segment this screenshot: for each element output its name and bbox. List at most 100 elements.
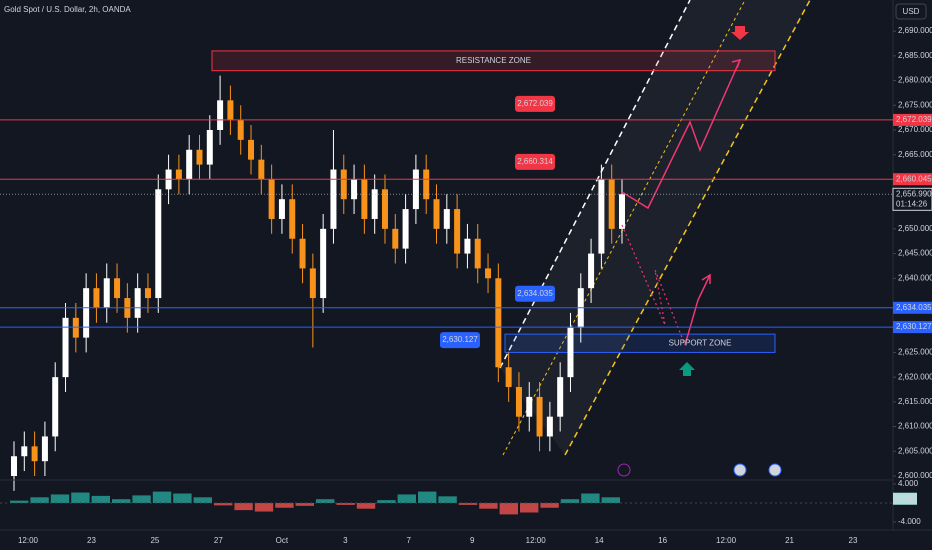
current-price-label: 2,656.990 bbox=[896, 189, 932, 198]
macd-bar bbox=[173, 493, 192, 503]
candle-body bbox=[278, 199, 285, 219]
level-label: 2,672.039 bbox=[896, 115, 932, 124]
x-tick-label: 12:00 bbox=[526, 536, 547, 545]
macd-bar bbox=[540, 503, 559, 508]
macd-bar bbox=[520, 503, 539, 513]
macd-bar bbox=[254, 503, 274, 512]
macd-bar bbox=[316, 499, 335, 503]
candle-body bbox=[464, 238, 471, 254]
macd-bar bbox=[10, 500, 29, 503]
price-marker-label: 2,630.127 bbox=[442, 335, 478, 344]
candle-body bbox=[392, 228, 399, 249]
y-tick-label: 2,690.000 bbox=[898, 26, 932, 35]
down-arrow bbox=[731, 26, 749, 40]
level-tag bbox=[893, 173, 932, 186]
y-tick-label: 2,645.000 bbox=[898, 249, 932, 258]
candle-body bbox=[536, 396, 543, 437]
candle-body bbox=[144, 288, 151, 299]
price-marker-label: 2,660.314 bbox=[517, 157, 553, 166]
macd-bar bbox=[397, 494, 416, 503]
zone bbox=[211, 50, 776, 72]
candle-body bbox=[227, 100, 234, 121]
y-tick-label: 2,685.000 bbox=[898, 51, 932, 60]
candle-body bbox=[546, 416, 553, 437]
arrow-head bbox=[701, 273, 711, 284]
x-tick-label: 3 bbox=[343, 536, 348, 545]
candle-body bbox=[83, 288, 90, 338]
x-tick-label: 12:00 bbox=[716, 536, 737, 545]
currency[interactable]: USD bbox=[903, 7, 920, 16]
x-tick-label: 9 bbox=[470, 536, 475, 545]
candle-body bbox=[62, 317, 69, 378]
candle-body bbox=[268, 179, 275, 219]
macd-bar bbox=[581, 493, 600, 503]
macd-bar bbox=[418, 491, 437, 503]
candle-body bbox=[474, 238, 481, 269]
candle-body bbox=[72, 317, 79, 338]
event-icon[interactable] bbox=[768, 463, 782, 477]
candle-body bbox=[361, 179, 368, 219]
x-tick-label: 27 bbox=[214, 536, 223, 545]
macd-last-label: 0.898 bbox=[896, 494, 917, 503]
candle-body bbox=[485, 268, 492, 279]
candle-body bbox=[309, 268, 316, 299]
y-tick-label: 2,650.000 bbox=[898, 224, 932, 233]
candle-body bbox=[381, 189, 388, 229]
macd-tick-label: 4.000 bbox=[898, 479, 919, 488]
y-tick-label: 2,625.000 bbox=[898, 348, 932, 357]
zone-label: RESISTANCE ZONE bbox=[456, 56, 531, 65]
candle-body bbox=[11, 456, 17, 476]
channel-line bbox=[564, 0, 811, 456]
macd-bar bbox=[152, 491, 172, 503]
candle-body bbox=[505, 367, 512, 388]
event-icon[interactable] bbox=[617, 463, 631, 477]
macd-bar bbox=[377, 500, 396, 503]
candle-body bbox=[41, 436, 48, 462]
level-tag bbox=[893, 113, 932, 126]
macd-bar bbox=[438, 496, 457, 503]
macd-bar bbox=[71, 492, 90, 503]
x-tick-label: 14 bbox=[595, 536, 604, 545]
macd-bar bbox=[295, 503, 314, 506]
macd-bar bbox=[50, 494, 70, 503]
y-tick-label: 2,675.000 bbox=[898, 100, 932, 109]
current-price-tag bbox=[892, 187, 932, 211]
macd-bar bbox=[234, 503, 253, 511]
channel-line bbox=[499, 0, 691, 369]
level-label: 2,660.045 bbox=[896, 174, 932, 183]
candle-body bbox=[557, 377, 564, 417]
candle-body bbox=[93, 288, 100, 308]
level-label: 2,634.035 bbox=[896, 303, 932, 312]
macd-bar bbox=[214, 503, 233, 506]
y-tick-label: 2,605.000 bbox=[898, 446, 932, 455]
price-marker bbox=[515, 153, 555, 170]
candle-body bbox=[608, 179, 615, 229]
x-tick-label: 23 bbox=[849, 536, 858, 545]
macd-bar bbox=[336, 503, 355, 505]
y-tick-label: 2,600.000 bbox=[898, 471, 932, 480]
y-tick-label: 2,615.000 bbox=[898, 397, 932, 406]
candle-body bbox=[330, 169, 337, 229]
x-tick-label: Oct bbox=[276, 536, 289, 545]
candle-body bbox=[526, 396, 533, 417]
event-icon[interactable] bbox=[733, 463, 747, 477]
candle-body bbox=[134, 288, 141, 318]
macd-bar bbox=[193, 497, 212, 503]
candle-body bbox=[515, 387, 522, 417]
macd-bar bbox=[356, 503, 376, 509]
candle-body bbox=[103, 278, 110, 308]
candle-body bbox=[114, 278, 121, 299]
candle-body bbox=[588, 253, 595, 289]
macd-bar bbox=[132, 495, 151, 503]
y-tick-label: 2,665.000 bbox=[898, 150, 932, 159]
channel-fill bbox=[500, 0, 810, 455]
price-marker-label: 2,634.035 bbox=[517, 289, 553, 298]
x-tick-label: 7 bbox=[407, 536, 412, 545]
candle-body bbox=[351, 179, 358, 200]
candle-body bbox=[31, 446, 38, 462]
y-tick-label: 2,640.000 bbox=[898, 273, 932, 282]
candle-body bbox=[412, 169, 419, 210]
chart-title: Gold Spot / U.S. Dollar, 2h, OANDA bbox=[4, 5, 131, 14]
currency-button[interactable] bbox=[895, 3, 927, 20]
